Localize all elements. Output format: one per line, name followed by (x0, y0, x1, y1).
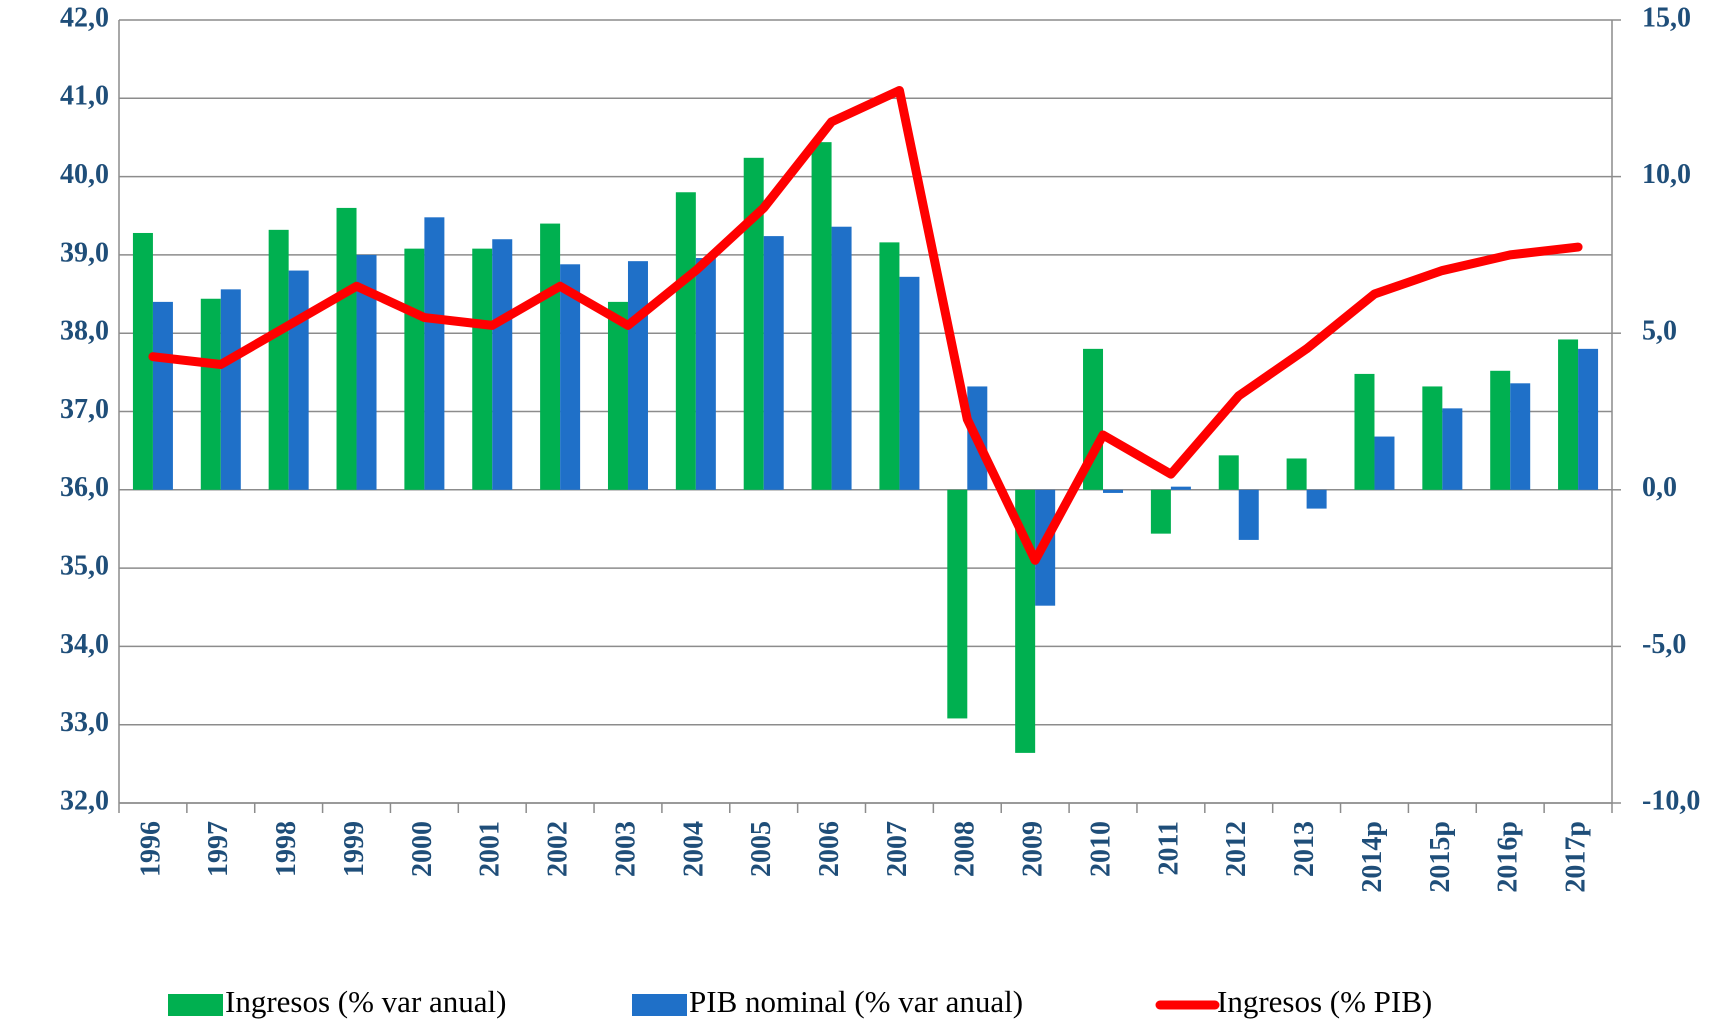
y-tick-label: 41,0 (60, 81, 109, 112)
bar (424, 217, 445, 490)
x-tick-label: 2005 (746, 821, 777, 877)
y-tick-label: 39,0 (60, 237, 109, 268)
x-tick-label: 2002 (543, 821, 574, 877)
y2-tick-label: 5,0 (1642, 316, 1677, 347)
y-tick-label: 36,0 (60, 472, 109, 503)
bar (831, 226, 852, 490)
y-tick-label: 35,0 (60, 551, 109, 582)
x-tick-label: 2015p (1425, 821, 1456, 893)
bar (1286, 458, 1307, 490)
bar (811, 142, 832, 490)
bar (627, 261, 648, 490)
line (148, 85, 1583, 565)
x-tick-label: 2001 (475, 821, 506, 877)
x-tick-label: 1998 (271, 821, 302, 877)
bar (947, 489, 968, 719)
bar (899, 276, 920, 490)
legend-label: Ingresos (% var anual) (225, 984, 506, 1019)
bar (472, 248, 493, 490)
x-tick-label: 2007 (882, 821, 913, 877)
x-tick-label: 2006 (814, 821, 845, 877)
y2-tick-label: -10,0 (1642, 785, 1700, 816)
legend-swatch (632, 994, 687, 1016)
x-tick-label: 2009 (1018, 821, 1049, 877)
y2-tick-label: 15,0 (1642, 2, 1691, 33)
y-tick-label: 33,0 (60, 707, 109, 738)
x-tick-label: 2017p (1560, 821, 1591, 893)
x-tick-label: 2016p (1493, 821, 1524, 893)
bar (1578, 348, 1599, 490)
bar (336, 207, 357, 490)
x-tick-label: 2000 (407, 821, 438, 877)
bar (607, 301, 628, 490)
bar (1558, 339, 1579, 490)
bar (268, 229, 289, 490)
bar (1306, 489, 1327, 509)
legend-swatch (168, 994, 223, 1016)
y-tick-label: 37,0 (60, 394, 109, 425)
bar (1150, 489, 1171, 534)
x-tick-label: 1997 (203, 821, 234, 877)
bar (1510, 383, 1531, 490)
bar (356, 254, 377, 490)
bar (1374, 436, 1395, 490)
y-tick-label: 42,0 (60, 2, 109, 33)
y-tick-label: 32,0 (60, 785, 109, 816)
bar (540, 223, 561, 490)
bar (743, 157, 764, 490)
bar (404, 248, 425, 490)
x-tick-label: 2010 (1085, 821, 1116, 877)
y-tick-label: 40,0 (60, 159, 109, 190)
y-tick-label: 34,0 (60, 629, 109, 660)
x-tick-label: 2012 (1221, 821, 1252, 877)
bar (152, 301, 173, 490)
bar (695, 258, 716, 490)
bar (675, 192, 696, 490)
x-tick-label: 2008 (950, 821, 981, 877)
x-tick-label: 2013 (1289, 821, 1320, 877)
bar (200, 298, 221, 490)
x-tick-label: 2014p (1357, 821, 1388, 893)
bar (288, 270, 309, 490)
y2-tick-label: 10,0 (1642, 159, 1691, 190)
x-tick-label: 2011 (1153, 821, 1184, 875)
x-tick-label: 2004 (678, 821, 709, 877)
bar (763, 236, 784, 490)
y2-tick-label: -5,0 (1642, 629, 1686, 660)
legend-label: Ingresos (% PIB) (1217, 984, 1432, 1019)
bar (1170, 486, 1191, 490)
x-tick-label: 1999 (339, 821, 370, 877)
x-tick-label: 2003 (610, 821, 641, 877)
y-tick-label: 38,0 (60, 316, 109, 347)
bar (1422, 386, 1443, 490)
bar (560, 264, 581, 490)
bar (220, 289, 241, 490)
bar (132, 232, 153, 490)
y2-tick-label: 0,0 (1642, 472, 1677, 503)
bar (1442, 408, 1463, 490)
bar (1218, 455, 1239, 490)
bar (1238, 489, 1259, 540)
bar (879, 242, 900, 490)
legend-label: PIB nominal (% var anual) (689, 984, 1023, 1019)
bar (1490, 370, 1511, 490)
bar (1103, 489, 1124, 493)
x-tick-label: 1996 (135, 821, 166, 877)
bar (1354, 373, 1375, 490)
bar (492, 239, 513, 490)
